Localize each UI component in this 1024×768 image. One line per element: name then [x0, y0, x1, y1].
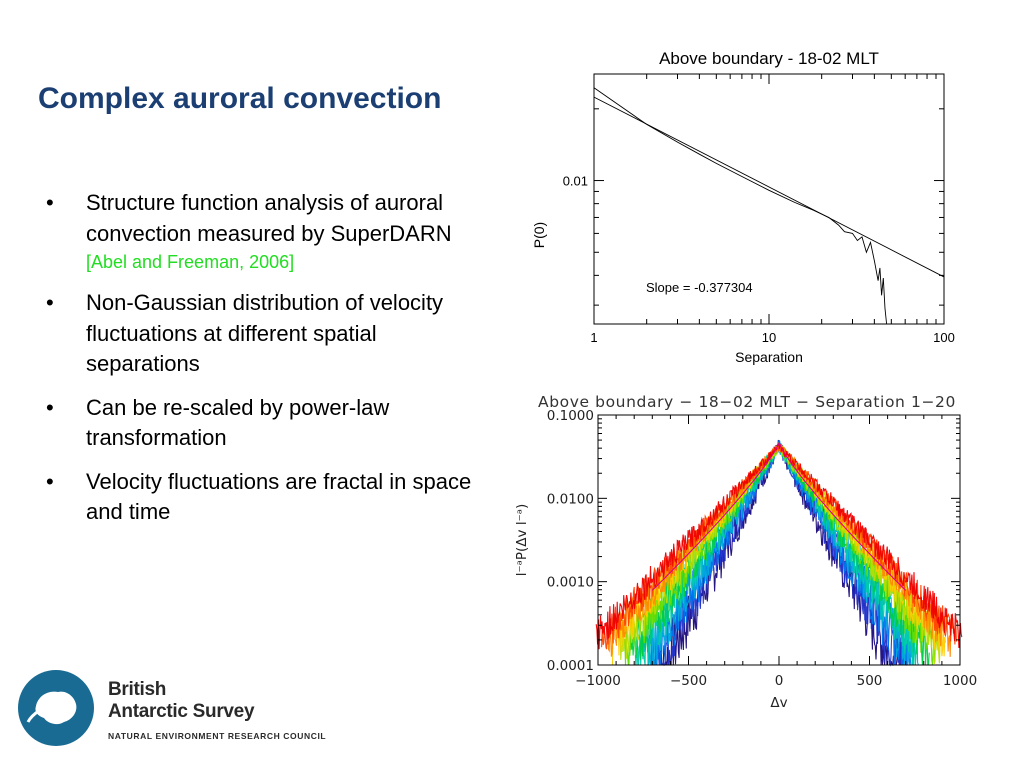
logo-line1: British — [108, 679, 167, 700]
slide-title: Complex auroral convection — [38, 82, 442, 115]
chart2-ytick-label: 0.1000 — [547, 408, 594, 424]
chart2-xtick-label: −500 — [670, 673, 707, 689]
structure-function-plot: Above boundary - 18-02 MLT 1 10 100 0.01 Sepa… — [531, 49, 955, 365]
chart1-ytick-label: 0.01 — [563, 174, 588, 189]
chart2-ytick-label: 0.0100 — [547, 491, 594, 507]
bullet-text: Structure function analysis of auroral c… — [86, 190, 452, 246]
chart1-xtick-label: 10 — [762, 330, 776, 345]
chart2-title: Above boundary − 18−02 MLT − Separation … — [538, 393, 956, 411]
chart2-xlabel: Δv — [770, 695, 787, 711]
chart2-ytick-label: 0.0001 — [547, 658, 594, 674]
chart2-fit-curve — [651, 441, 907, 591]
bullet-symbol: • — [46, 394, 54, 420]
chart2-xtick-label: 0 — [775, 673, 784, 689]
bullet-item: • Non-Gaussian distribution of velocity … — [40, 288, 480, 380]
chart1-title: Above boundary - 18-02 MLT — [659, 49, 879, 68]
structure-function-chart: Above boundary - 18-02 MLT 1 10 100 0.01 Sepa… — [520, 40, 970, 375]
chart2-ytick-label: 0.0010 — [547, 575, 594, 591]
bas-logo: British Antarctic Survey NATURAL ENVIRON… — [18, 670, 358, 750]
chart1-xtick-label: 100 — [933, 330, 955, 345]
bullet-item: • Can be re-scaled by power-law transfor… — [40, 393, 480, 454]
logo-line2: Antarctic Survey — [108, 701, 255, 722]
bullet-list: • Structure function analysis of auroral… — [40, 188, 480, 541]
chart2-ylabel: l⁻ᵃP(Δv l⁻ᵃ) — [514, 504, 530, 577]
chart1-ylabel: P(0) — [531, 222, 547, 248]
bullet-symbol: • — [46, 290, 54, 315]
chart2-series-11 — [595, 442, 963, 650]
bullet-item: • Structure function analysis of auroral… — [40, 188, 480, 275]
antarctica-globe-icon — [18, 670, 94, 746]
chart1-fit-line — [593, 96, 945, 278]
chart1-annotation: Slope = -0.377304 — [646, 280, 753, 295]
chart1-xtick-label: 1 — [590, 330, 597, 345]
chart1-xlabel: Separation — [735, 349, 803, 365]
bullet-text: Can be re-scaled by power-law transforma… — [86, 394, 390, 451]
chart2-xtick-label: 1000 — [943, 673, 977, 689]
bullet-text: Velocity fluctuations are fractal in spa… — [86, 468, 472, 525]
chart2-xtick-label: −1000 — [575, 673, 621, 689]
pdf-collapse-chart: Above boundary − 18−02 MLT − Separation … — [510, 385, 1010, 730]
bullet-symbol: • — [46, 468, 54, 494]
bullet-text: Non-Gaussian distribution of velocity fl… — [86, 290, 444, 376]
logo-line3: NATURAL ENVIRONMENT RESEARCH COUNCIL — [108, 731, 327, 741]
reference-citation: [Abel and Freeman, 2006] — [86, 252, 295, 272]
bullet-item: • Velocity fluctuations are fractal in s… — [40, 467, 480, 528]
bullet-symbol: • — [46, 190, 54, 215]
pdf-collapse-plot: Above boundary − 18−02 MLT − Separation … — [514, 393, 977, 711]
chart2-series-3 — [639, 443, 919, 666]
chart2-xtick-label: 500 — [857, 673, 883, 689]
chart1-data-line — [593, 87, 888, 325]
